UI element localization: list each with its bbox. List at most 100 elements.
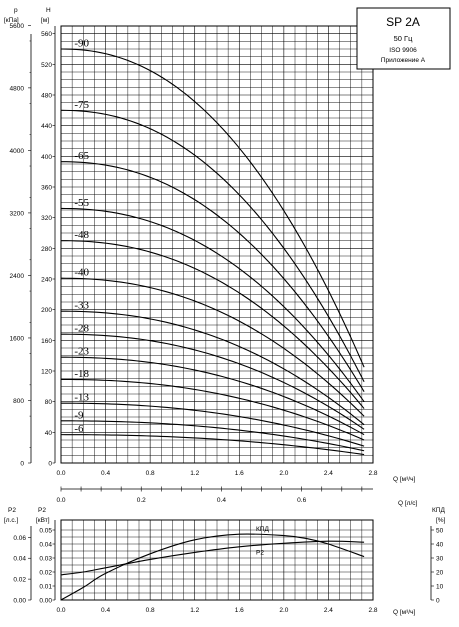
bottom-x-tick-label: 2.8 [368,607,377,614]
stage-label: -75 [74,99,89,111]
ls-tick-label: 0.0 [56,497,65,504]
kpa-tick-label: 0 [20,461,24,468]
efficiency-curve-label: КПД [256,526,269,533]
efficiency-curve [60,533,365,601]
kw-tick-label: 0.02 [39,570,52,577]
m-tick-label: 560 [41,31,52,38]
bottom-x-tick-label: 1.6 [235,607,244,614]
standard: ISO 9906 [389,47,417,54]
p2-curve-label: P2 [256,549,264,556]
m-tick-label: 0 [48,461,52,468]
stage-label: -9 [74,409,84,421]
efficiency-tick-label: 50 [436,528,444,535]
bottom-x-tick-label: 0.0 [56,607,65,614]
head-curve [60,420,365,452]
x-tick-label: 0.0 [56,470,65,477]
m-tick-label: 240 [41,277,52,284]
y-units-head: [м] [41,17,49,24]
kpa-tick-label: 1600 [10,335,25,342]
p2-kw-units: [кВт] [36,517,50,524]
kw-tick-label: 0.03 [39,556,52,563]
stage-label: -40 [74,267,89,279]
kpa-tick-label: 4800 [10,85,25,92]
stage-label: -90 [74,38,89,50]
m-tick-label: 80 [45,399,53,406]
y-label-head: H [46,7,51,14]
bottom-x-tick-label: 2.4 [324,607,333,614]
model-info-box: SP 2A 50 Гц ISO 9906 Приложение А [356,7,451,70]
bottom-x-tick-label: 0.4 [101,607,110,614]
x-tick-label: 2.4 [324,470,333,477]
kw-tick-label: 0.01 [39,584,52,591]
x-tick-label: 0.4 [101,470,110,477]
head-curve [60,240,365,409]
efficiency-tick-label: 20 [436,570,444,577]
bottom-plot-frame [60,519,374,601]
efficiency-tick-label: 10 [436,584,444,591]
stage-label: -6 [74,423,84,435]
hp-tick-label: 0.02 [13,577,26,584]
efficiency-units: [%] [436,517,446,524]
frequency: 50 Гц [394,34,413,43]
m-tick-label: 320 [41,215,52,222]
bottom-x-tick-label: 1.2 [190,607,199,614]
efficiency-label: КПД [432,507,445,514]
p2-kw-label: P2 [38,507,46,514]
stage-label: -48 [74,229,89,241]
power-curves: P2 КПД [60,526,365,601]
m-tick-label: 40 [45,430,53,437]
stage-label: -28 [74,323,89,335]
stage-label: -65 [74,150,89,162]
kpa-tick-label: 3200 [10,210,25,217]
info-box-frame [356,7,451,70]
kw-tick-label: 0.04 [39,542,52,549]
head-curve [60,356,365,436]
bottom-x-tick-label: 2.0 [279,607,288,614]
ls-tick-label: 0.4 [217,497,226,504]
head-curve [60,402,365,447]
head-curve [60,109,365,382]
kpa-tick-label: 5600 [10,23,25,30]
p2-hp-units: [л.с.] [4,517,18,524]
head-curve [60,310,365,426]
kpa-tick-label: 2400 [10,273,25,280]
x-tick-label: 1.2 [190,470,199,477]
stage-label: -23 [74,346,89,358]
p2-curve [60,540,365,576]
stage-label: -13 [74,392,89,404]
head-curve [60,48,365,368]
m-tick-label: 280 [41,246,52,253]
bottom-x-tick-label: 0.8 [146,607,155,614]
kw-tick-label: 0.00 [39,598,52,605]
head-curves: -90 -75 -65 -55 -48 -40 -33 -28 -23 -18 -13 -9 -6 [60,38,365,456]
efficiency-tick-label: 0 [436,598,440,605]
head-curve [60,207,365,402]
power-chart-grid [30,519,432,601]
ls-tick-label: 0.2 [137,497,146,504]
kpa-tick-label: 4000 [10,148,25,155]
x-tick-label: 1.6 [235,470,244,477]
m-tick-label: 520 [41,62,52,69]
annex: Приложение А [381,57,426,64]
x-axis-label-flow: Q [м³/ч] [393,476,415,483]
head-curve [60,333,365,430]
hp-tick-label: 0.04 [13,556,26,563]
head-curve [60,161,365,392]
head-chart-ticks: 0.0 0.4 0.8 1.2 1.6 2.0 2.4 2.8 0 40 80 120 160 200 24… [10,23,378,477]
m-tick-label: 360 [41,185,52,192]
m-tick-label: 120 [41,369,52,376]
x-tick-label: 2.0 [279,470,288,477]
power-chart-ticks: 0.0 0.4 0.8 1.2 1.6 2.0 2.4 2.8 0.00 0.01 0.02 0.03… [13,528,443,615]
head-curve [60,378,365,441]
ls-tick-label: 0.6 [297,497,306,504]
x-tick-label: 2.8 [368,470,377,477]
head-curve [60,277,365,417]
efficiency-tick-label: 30 [436,556,444,563]
flow-ls-axis: 0.0 0.2 0.4 0.6 [56,486,373,504]
p2-hp-label: P2 [8,507,16,514]
y-label-pressure: p [14,7,18,14]
x-tick-label: 0.8 [146,470,155,477]
plot-frame [60,25,374,464]
m-tick-label: 480 [41,93,52,100]
efficiency-tick-label: 40 [436,542,444,549]
